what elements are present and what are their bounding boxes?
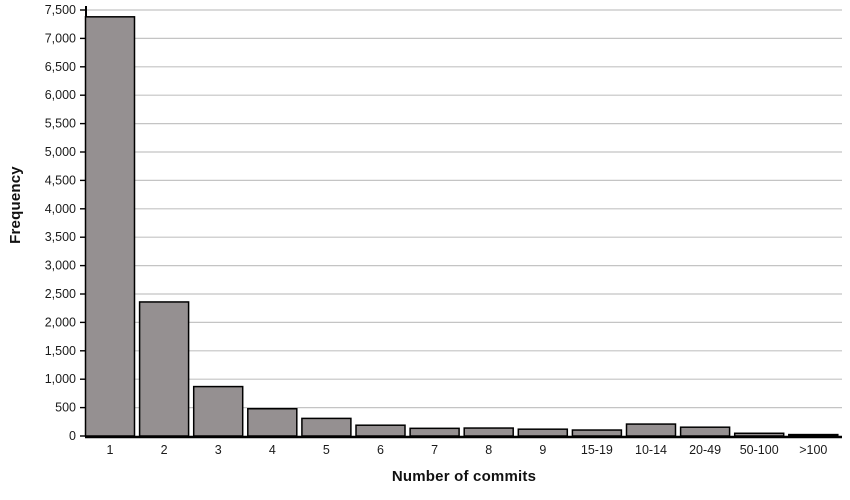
x-tick-label: 15-19 [581,443,613,457]
bar [247,407,298,437]
x-tick-label: >100 [799,443,827,457]
bar [84,16,136,437]
x-tick-label: 7 [431,443,438,457]
y-tick-label: 3,500 [45,230,76,244]
bar [733,432,785,437]
x-tick-label: 5 [323,443,330,457]
x-tick-label: 9 [539,443,546,457]
bar [192,385,244,437]
bar [355,424,406,437]
y-tick-label: 1,000 [45,372,76,386]
x-axis-title: Number of commits [391,468,537,485]
y-tick-label: 2,000 [45,315,76,329]
y-tick-label: 1,500 [45,344,76,358]
y-tick-label: 5,000 [45,145,76,159]
x-tick-label: 1 [107,443,114,457]
y-tick-label: 500 [55,401,76,415]
y-tick-label: 4,000 [45,202,76,216]
x-tick-label: 6 [377,443,384,457]
x-tick-label: 8 [485,443,492,457]
x-tick-label: 4 [269,443,276,457]
x-tick-label: 10-14 [635,443,667,457]
bar [517,428,569,437]
bar [571,429,623,437]
y-tick-label: 6,500 [45,60,76,74]
y-tick-label: 2,500 [45,287,76,301]
y-tick-label: 0 [69,429,76,443]
bar [409,427,460,437]
y-tick-label: 6,000 [45,88,76,102]
y-tick-label: 3,000 [45,259,76,273]
y-tick-label: 4,500 [45,173,76,187]
x-tick-label: 3 [215,443,222,457]
y-tick-label: 7,000 [45,31,76,45]
x-tick-label: 20-49 [689,443,721,457]
bar [138,301,190,437]
bar [301,417,352,437]
bar [463,427,514,437]
y-tick-label: 7,500 [45,3,76,17]
x-tick-label: 50-100 [740,443,779,457]
bar [679,426,731,437]
bar [625,423,677,437]
x-tick-label: 2 [161,443,168,457]
y-tick-label: 5,500 [45,117,76,131]
bar [788,433,839,437]
